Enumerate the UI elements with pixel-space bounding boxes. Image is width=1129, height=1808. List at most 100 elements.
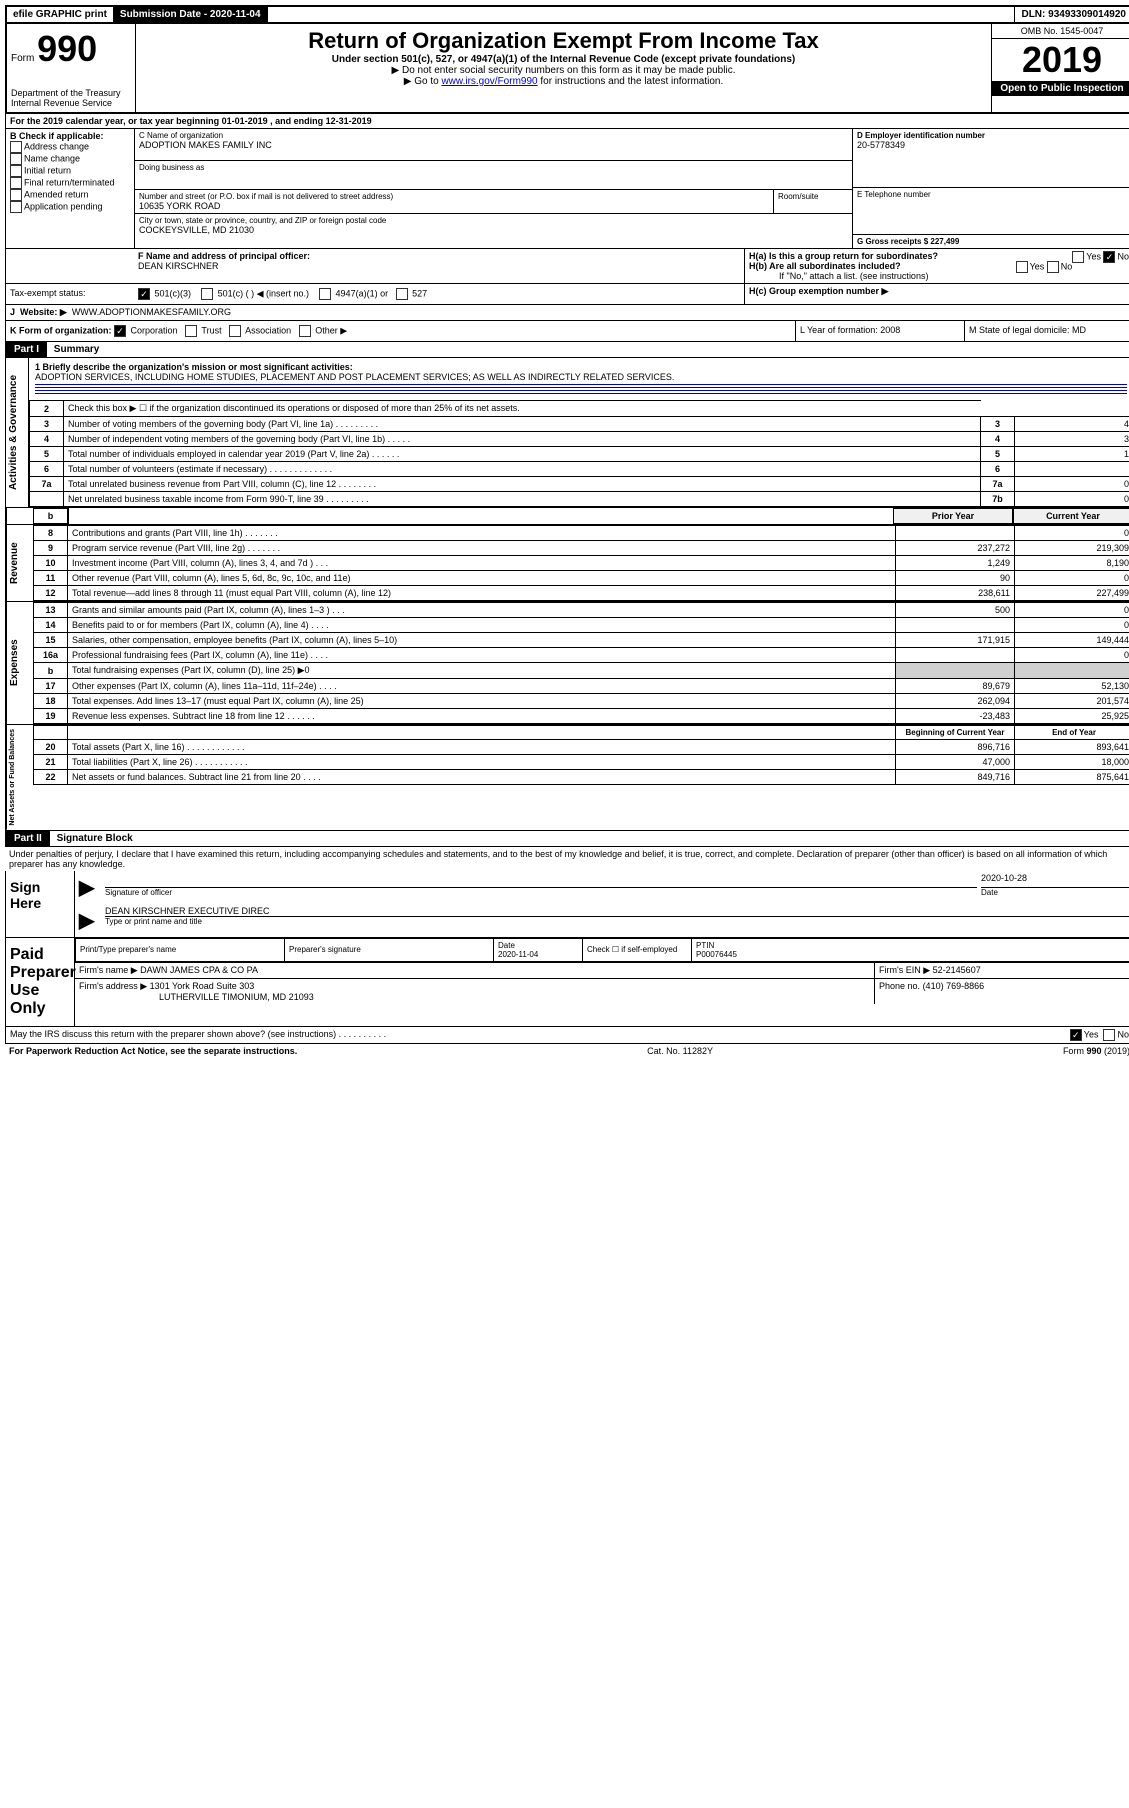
paid-preparer-label: Paid Preparer Use Only xyxy=(6,938,74,1026)
row-j: J Website: ▶ WWW.ADOPTIONMAKESFAMILY.ORG xyxy=(5,305,1129,321)
firm-phone: (410) 769-8866 xyxy=(923,981,985,991)
part2-header: Part II Signature Block xyxy=(5,831,1129,847)
final-return-checkbox[interactable] xyxy=(10,177,22,189)
subtitle-2: ▶ Do not enter social security numbers o… xyxy=(140,65,987,76)
line1-block: 1 Briefly describe the organization's mi… xyxy=(29,358,1129,400)
j-label: J xyxy=(10,307,15,317)
b-label: B Check if applicable: xyxy=(10,131,130,141)
assoc-checkbox[interactable] xyxy=(229,325,241,337)
4947-checkbox[interactable] xyxy=(319,288,331,300)
sidebar-expenses: Expenses xyxy=(6,602,33,724)
501c3-checkbox[interactable]: ✓ xyxy=(138,288,150,300)
submission-date-button[interactable]: Submission Date - 2020-11-04 xyxy=(114,7,268,22)
sig-name: DEAN KIRSCHNER EXECUTIVE DIREC xyxy=(105,906,1129,917)
sign-here-label: Sign Here xyxy=(6,871,74,937)
name-change-checkbox[interactable] xyxy=(10,153,22,165)
m-label: M State of legal domicile: MD xyxy=(964,321,1129,341)
c-name-label: C Name of organization xyxy=(139,131,848,140)
d-label: D Employer identification number xyxy=(857,131,1129,140)
efile-label[interactable]: efile GRAPHIC print xyxy=(7,7,114,22)
hb-yes-checkbox[interactable] xyxy=(1016,261,1028,273)
open-to-public: Open to Public Inspection xyxy=(992,81,1129,96)
footer-left: For Paperwork Reduction Act Notice, see … xyxy=(9,1046,297,1056)
section-bcdeg: B Check if applicable: Address change Na… xyxy=(5,129,1129,249)
section-taxexempt: Tax-exempt status: ✓ 501(c)(3) 501(c) ( … xyxy=(5,284,1129,305)
signature-arrow-icon: ▶ xyxy=(75,871,103,904)
ha-yes-checkbox[interactable] xyxy=(1072,251,1084,263)
website-label: Website: ▶ xyxy=(20,307,67,317)
expenses-section: Expenses 13Grants and similar amounts pa… xyxy=(5,602,1129,725)
part1-num: Part I xyxy=(6,342,47,357)
footer-right: Form 990 (2019) xyxy=(1063,1046,1129,1056)
governance-table: 2Check this box ▶ ☐ if the organization … xyxy=(29,400,1129,507)
l-label: L Year of formation: 2008 xyxy=(795,321,964,341)
row-a: For the 2019 calendar year, or tax year … xyxy=(5,114,1129,129)
org-name: ADOPTION MAKES FAMILY INC xyxy=(139,140,848,150)
addr-change-checkbox[interactable] xyxy=(10,141,22,153)
street-address: 10635 YORK ROAD xyxy=(139,201,769,211)
section-deg: D Employer identification number 20-5778… xyxy=(852,129,1129,248)
corp-checkbox[interactable]: ✓ xyxy=(114,325,126,337)
amended-checkbox[interactable] xyxy=(10,189,22,201)
officer-name: DEAN KIRSCHNER xyxy=(138,261,740,271)
sig-officer-label: Signature of officer xyxy=(105,888,977,897)
form-label: Form xyxy=(11,53,34,64)
section-b: B Check if applicable: Address change Na… xyxy=(6,129,135,248)
current-year-header: Current Year xyxy=(1013,508,1129,524)
preparer-name-label: Print/Type preparer's name xyxy=(76,938,285,961)
paid-preparer-block: Paid Preparer Use Only Print/Type prepar… xyxy=(5,938,1129,1027)
beg-year-header: Beginning of Current Year xyxy=(896,726,1015,740)
pending-checkbox[interactable] xyxy=(10,201,22,213)
section-c: C Name of organization ADOPTION MAKES FA… xyxy=(135,129,852,248)
sig-name-label: Type or print name and title xyxy=(105,917,1129,926)
discuss-yes-checkbox[interactable]: ✓ xyxy=(1070,1029,1082,1041)
other-checkbox[interactable] xyxy=(299,325,311,337)
dept-label: Department of the Treasury Internal Reve… xyxy=(11,88,131,108)
sig-date: 2020-10-28 xyxy=(981,873,1129,888)
sign-block: Sign Here ▶ Signature of officer 2020-10… xyxy=(5,871,1129,938)
tax-year: 2019 xyxy=(992,39,1129,81)
taxexempt-label: Tax-exempt status: xyxy=(6,284,134,304)
mission-text: ADOPTION SERVICES, INCLUDING HOME STUDIE… xyxy=(35,372,1127,382)
city-label: City or town, state or province, country… xyxy=(139,216,848,225)
website-url[interactable]: WWW.ADOPTIONMAKESFAMILY.ORG xyxy=(72,307,231,317)
dln-label: DLN: 93493309014920 xyxy=(1015,7,1129,22)
initial-return-checkbox[interactable] xyxy=(10,165,22,177)
subtitle-1: Under section 501(c), 527, or 4947(a)(1)… xyxy=(140,54,987,65)
form-title: Return of Organization Exempt From Incom… xyxy=(140,28,987,54)
topbar: efile GRAPHIC print Submission Date - 20… xyxy=(5,5,1129,24)
f-label: F Name and address of principal officer: xyxy=(138,251,740,261)
g-label: G Gross receipts $ 227,499 xyxy=(857,237,1129,246)
net-header-row: Net Assets or Fund Balances Beginning of… xyxy=(5,725,1129,831)
part1-header: Part I Summary xyxy=(5,342,1129,358)
row-a-text: For the 2019 calendar year, or tax year … xyxy=(10,116,372,126)
footer-mid: Cat. No. 11282Y xyxy=(647,1046,713,1056)
ha-label: H(a) Is this a group return for subordin… xyxy=(749,251,938,261)
ein: 20-5778349 xyxy=(857,140,1129,150)
527-checkbox[interactable] xyxy=(396,288,408,300)
hc-label: H(c) Group exemption number ▶ xyxy=(749,286,1129,297)
subtitle-3-post: for instructions and the latest informat… xyxy=(540,76,723,87)
part2-num: Part II xyxy=(6,831,50,846)
ha-no-checkbox[interactable]: ✓ xyxy=(1103,251,1115,263)
line1-label: 1 Briefly describe the organization's mi… xyxy=(35,362,1127,372)
firm-name: DAWN JAMES CPA & CO PA xyxy=(140,965,258,975)
prior-year-header: Prior Year xyxy=(893,508,1013,524)
end-year-header: End of Year xyxy=(1015,726,1129,740)
discuss-text: May the IRS discuss this return with the… xyxy=(10,1029,1070,1041)
penalties-text: Under penalties of perjury, I declare th… xyxy=(5,847,1129,871)
trust-checkbox[interactable] xyxy=(185,325,197,337)
hb-no-checkbox[interactable] xyxy=(1047,261,1059,273)
irs-link[interactable]: www.irs.gov/Form990 xyxy=(441,76,537,87)
row-klm: K Form of organization: ✓ Corporation Tr… xyxy=(5,321,1129,342)
footer: For Paperwork Reduction Act Notice, see … xyxy=(5,1044,1129,1058)
e-label: E Telephone number xyxy=(857,190,1129,199)
hb-label: H(b) Are all subordinates included? xyxy=(749,261,901,271)
firm-addr1: 1301 York Road Suite 303 xyxy=(150,981,255,991)
501c-checkbox[interactable] xyxy=(201,288,213,300)
col-header-row: b Prior Year Current Year xyxy=(5,508,1129,525)
discuss-no-checkbox[interactable] xyxy=(1103,1029,1115,1041)
sidebar-governance: Activities & Governance xyxy=(6,358,28,507)
room-label: Room/suite xyxy=(773,190,852,213)
city-state-zip: COCKEYSVILLE, MD 21030 xyxy=(139,225,848,235)
